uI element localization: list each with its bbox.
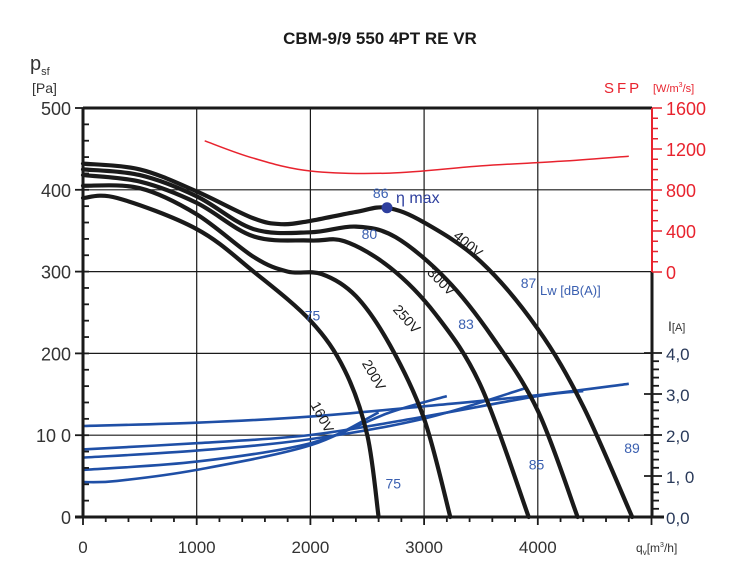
eta-max-marker <box>381 202 393 214</box>
current-tick-label: 4,0 <box>666 345 690 364</box>
current-tick-label: 0,0 <box>666 509 690 528</box>
eta-max-label: η max <box>396 190 440 207</box>
sound-level-label: 89 <box>624 440 640 456</box>
y-tick-label: 10 0 <box>36 426 71 446</box>
sound-level-label: 85 <box>529 457 545 473</box>
current-curve-160v <box>82 411 380 484</box>
pressure-curve-200v <box>80 183 453 520</box>
sfp-tick-label: 1600 <box>666 99 706 119</box>
sfp-tick-label: 400 <box>666 222 696 242</box>
chart-title: CBM-9/9 550 4PT RE VR <box>283 29 477 48</box>
axes <box>75 106 664 525</box>
current-tick-label: 2,0 <box>666 427 690 446</box>
y-tick-label: 300 <box>41 263 71 283</box>
sfp-curve <box>204 140 629 175</box>
sound-level-label: 75 <box>385 475 401 491</box>
sound-level-label: 75 <box>305 308 321 324</box>
y-tick-label: 400 <box>41 181 71 201</box>
voltage-label-200v: 200V <box>359 357 390 394</box>
x-tick-label: 1000 <box>178 538 216 557</box>
pressure-curve-250v <box>80 173 531 520</box>
sfp-axis-label: SFP <box>604 80 642 97</box>
pressure-curve-300v <box>80 167 580 520</box>
current-curve-200v <box>82 394 448 472</box>
current-tick-label: 1, 0 <box>666 468 694 487</box>
current-axis-label: I[A] <box>668 318 685 334</box>
x-tick-label: 4000 <box>519 538 557 557</box>
y-tick-label: 500 <box>41 99 71 119</box>
curves <box>80 140 635 520</box>
voltage-label-250v: 250V <box>390 301 424 336</box>
sound-level-label: 83 <box>458 316 474 332</box>
sfp-tick-label: 1200 <box>666 140 706 160</box>
sound-level-label: 87 <box>521 275 537 291</box>
x-tick-label: 0 <box>78 538 87 557</box>
y-axis-unit: [Pa] <box>32 80 57 96</box>
x-tick-label: 2000 <box>291 538 329 557</box>
current-curve-400v <box>82 382 629 428</box>
sound-level-label: 86 <box>373 185 389 201</box>
sound-unit-label: Lw [dB(A)] <box>540 283 601 298</box>
sfp-tick-label: 800 <box>666 181 696 201</box>
pressure-curve-400v <box>80 161 635 520</box>
sfp-tick-label: 0 <box>666 263 676 283</box>
y-axis-label: psf <box>30 53 51 78</box>
x-axis-label: qv[m3/h] <box>636 541 677 557</box>
voltage-label-300v: 300V <box>424 264 459 299</box>
sound-level-label: 80 <box>362 226 378 242</box>
pressure-curve-160v <box>80 193 381 520</box>
current-curve-250v <box>82 386 527 459</box>
current-tick-label: 3,0 <box>666 386 690 405</box>
y-tick-label: 200 <box>41 344 71 364</box>
sfp-axis-unit: [W/m3/s] <box>653 82 694 95</box>
y-tick-label: 0 <box>61 508 71 528</box>
x-tick-label: 3000 <box>405 538 443 557</box>
